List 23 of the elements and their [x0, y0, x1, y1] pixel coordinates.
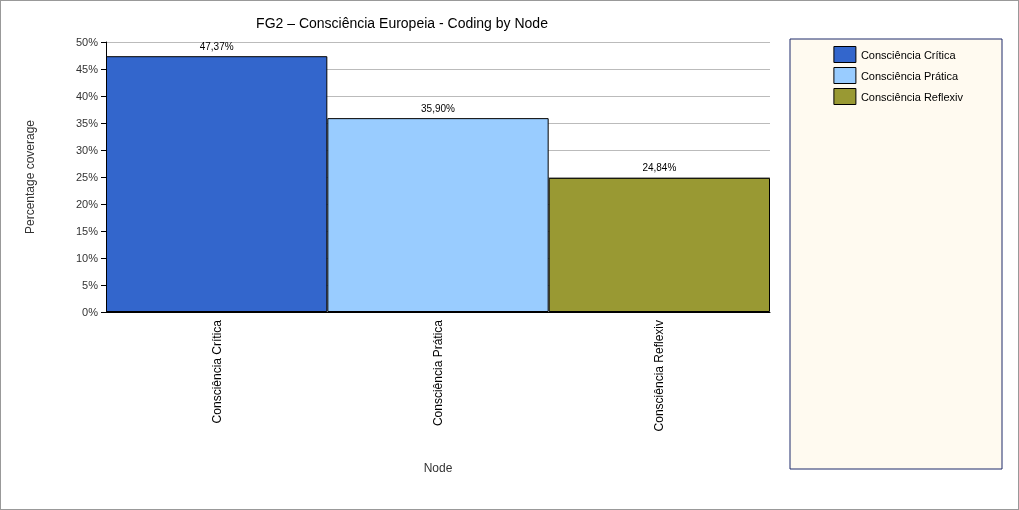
y-tick-label: 20%: [75, 198, 99, 210]
y-tick-label: 5%: [82, 279, 99, 291]
y-tick-label: 30%: [75, 144, 99, 156]
data-label: 35,90%: [421, 102, 456, 114]
legend-label: Consciência Prática: [860, 69, 959, 82]
y-tick-label: 50%: [75, 36, 99, 48]
y-tick-label: 10%: [75, 252, 99, 264]
data-label: 47,37%: [199, 40, 234, 52]
y-tick-label: 0%: [82, 306, 99, 318]
x-tick-label: Consciência Reflexiv: [652, 320, 667, 432]
y-tick-label: 35%: [75, 117, 99, 129]
y-tick-label: 40%: [75, 90, 99, 102]
legend-label: Consciência Crítica: [860, 48, 957, 61]
x-axis-title: Node: [423, 461, 453, 475]
chart-title: FG2 – Consciência Europeia - Coding by Node: [256, 15, 549, 31]
legend-label: Consciência Reflexiv: [860, 90, 964, 103]
y-axis-title: Percentage coverage: [23, 119, 37, 235]
x-tick-label: Consciência Prática: [431, 319, 445, 427]
y-tick-label: 45%: [75, 63, 99, 75]
y-tick-label: 15%: [75, 225, 99, 237]
x-tick-label: Consciência Crítica: [209, 319, 224, 424]
y-tick-label: 25%: [75, 171, 99, 183]
data-label: 24,84%: [642, 162, 677, 174]
